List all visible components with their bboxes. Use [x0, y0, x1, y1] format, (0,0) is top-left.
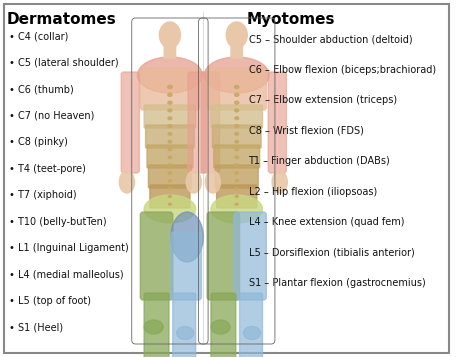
Ellipse shape: [235, 101, 239, 104]
FancyBboxPatch shape: [268, 72, 286, 173]
FancyBboxPatch shape: [147, 145, 193, 168]
Ellipse shape: [235, 140, 238, 143]
Text: T1 – Finger abduction (DABs): T1 – Finger abduction (DABs): [248, 156, 390, 166]
Text: • C7 (no Heaven): • C7 (no Heaven): [9, 111, 94, 121]
Text: C6 – Elbow flexion (biceps;brachiorad): C6 – Elbow flexion (biceps;brachiorad): [248, 65, 436, 75]
FancyBboxPatch shape: [211, 105, 263, 128]
FancyBboxPatch shape: [188, 72, 206, 173]
Ellipse shape: [168, 156, 172, 159]
Text: • L4 (medial malleolus): • L4 (medial malleolus): [9, 270, 123, 280]
FancyBboxPatch shape: [121, 72, 139, 173]
Ellipse shape: [211, 320, 230, 334]
Ellipse shape: [144, 320, 163, 334]
FancyBboxPatch shape: [148, 165, 191, 188]
Ellipse shape: [137, 57, 202, 93]
Ellipse shape: [235, 132, 238, 135]
FancyBboxPatch shape: [140, 68, 200, 110]
FancyBboxPatch shape: [239, 293, 263, 357]
Ellipse shape: [235, 125, 238, 127]
Ellipse shape: [235, 148, 238, 151]
Ellipse shape: [204, 57, 269, 93]
Ellipse shape: [168, 101, 172, 104]
Ellipse shape: [168, 117, 172, 120]
FancyBboxPatch shape: [173, 293, 196, 357]
FancyBboxPatch shape: [212, 125, 261, 148]
FancyBboxPatch shape: [211, 293, 236, 357]
Ellipse shape: [168, 132, 172, 135]
Ellipse shape: [168, 187, 172, 190]
Ellipse shape: [168, 140, 172, 143]
FancyBboxPatch shape: [171, 232, 201, 300]
Text: Myotomes: Myotomes: [246, 12, 335, 27]
Ellipse shape: [235, 93, 239, 96]
FancyBboxPatch shape: [140, 212, 173, 300]
FancyBboxPatch shape: [146, 125, 194, 148]
Text: • S1 (Heel): • S1 (Heel): [9, 322, 63, 332]
Ellipse shape: [235, 195, 238, 197]
FancyBboxPatch shape: [207, 212, 239, 300]
Ellipse shape: [171, 212, 203, 262]
Text: Dermatomes: Dermatomes: [7, 12, 117, 27]
Ellipse shape: [235, 85, 239, 89]
Ellipse shape: [168, 172, 172, 174]
Text: • C8 (pinky): • C8 (pinky): [9, 137, 68, 147]
Ellipse shape: [235, 156, 238, 159]
Text: C7 – Elbow extension (triceps): C7 – Elbow extension (triceps): [248, 95, 397, 105]
Text: • L1 (Inguinal Ligament): • L1 (Inguinal Ligament): [9, 243, 128, 253]
Ellipse shape: [168, 164, 172, 166]
Ellipse shape: [144, 195, 196, 223]
Ellipse shape: [168, 93, 172, 96]
Ellipse shape: [168, 148, 172, 151]
Text: • T10 (belly-butTen): • T10 (belly-butTen): [9, 216, 106, 226]
FancyBboxPatch shape: [217, 185, 257, 208]
Ellipse shape: [159, 22, 181, 48]
FancyBboxPatch shape: [207, 68, 266, 110]
FancyBboxPatch shape: [144, 105, 196, 128]
Text: L5 – Dorsiflexion (tibialis anterior): L5 – Dorsiflexion (tibialis anterior): [248, 247, 414, 257]
Ellipse shape: [226, 22, 247, 48]
Ellipse shape: [168, 109, 172, 112]
Ellipse shape: [235, 187, 238, 190]
FancyBboxPatch shape: [234, 212, 266, 300]
FancyBboxPatch shape: [164, 42, 176, 58]
Ellipse shape: [235, 117, 239, 120]
FancyBboxPatch shape: [150, 185, 190, 208]
FancyBboxPatch shape: [144, 293, 169, 357]
Ellipse shape: [235, 203, 238, 205]
FancyBboxPatch shape: [201, 72, 219, 173]
Ellipse shape: [168, 180, 172, 182]
Ellipse shape: [119, 171, 135, 193]
Text: • C4 (collar): • C4 (collar): [9, 31, 68, 41]
Text: S1 – Plantar flexion (gastrocnemius): S1 – Plantar flexion (gastrocnemius): [248, 278, 425, 288]
Ellipse shape: [168, 195, 172, 197]
Text: • T4 (teet-pore): • T4 (teet-pore): [9, 164, 86, 174]
Ellipse shape: [244, 327, 261, 340]
Ellipse shape: [235, 164, 238, 166]
Text: C5 – Shoulder abduction (deltoid): C5 – Shoulder abduction (deltoid): [248, 34, 412, 44]
FancyBboxPatch shape: [4, 4, 449, 353]
Ellipse shape: [168, 125, 172, 127]
Ellipse shape: [186, 171, 201, 193]
Text: L2 – Hip flexion (iliopsoas): L2 – Hip flexion (iliopsoas): [248, 186, 377, 196]
Ellipse shape: [235, 109, 239, 112]
Ellipse shape: [168, 85, 172, 89]
FancyBboxPatch shape: [215, 165, 258, 188]
Text: L4 – Knee extension (quad fem): L4 – Knee extension (quad fem): [248, 217, 404, 227]
Text: • T7 (xiphoid): • T7 (xiphoid): [9, 190, 76, 200]
Ellipse shape: [235, 180, 238, 182]
Ellipse shape: [168, 203, 171, 205]
Ellipse shape: [235, 172, 238, 174]
Ellipse shape: [177, 327, 194, 340]
Text: • C6 (thumb): • C6 (thumb): [9, 84, 73, 94]
Ellipse shape: [211, 195, 263, 223]
Text: • L5 (top of foot): • L5 (top of foot): [9, 296, 91, 306]
Text: C8 – Wrist flexion (FDS): C8 – Wrist flexion (FDS): [248, 126, 364, 136]
Text: • C5 (lateral shoulder): • C5 (lateral shoulder): [9, 57, 118, 67]
FancyBboxPatch shape: [214, 145, 260, 168]
Ellipse shape: [205, 171, 220, 193]
Ellipse shape: [272, 171, 287, 193]
FancyBboxPatch shape: [231, 42, 243, 58]
